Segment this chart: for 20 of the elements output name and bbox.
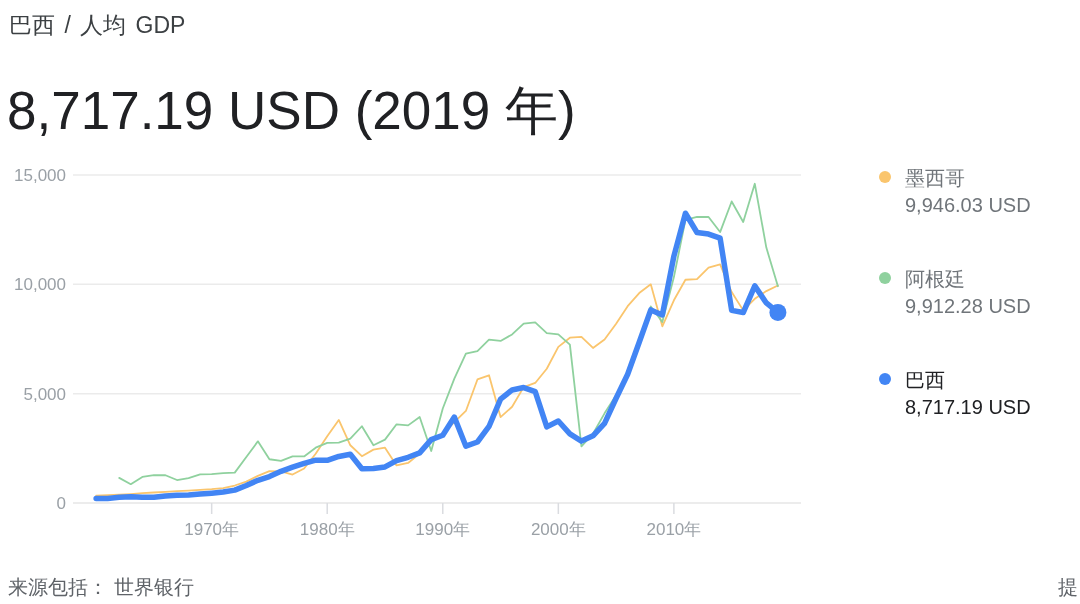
- text: 9,946.03 USD: [905, 194, 1031, 216]
- x-tick-label: 1980年: [299, 520, 355, 539]
- legend-label: 阿根廷: [905, 268, 965, 290]
- line-series: [95, 263, 779, 497]
- x-tick-label: 2000年: [530, 520, 586, 539]
- chart-subtitle: 8,717.19 USD (2019 年): [7, 81, 576, 140]
- x-tick-label: 2010年: [646, 520, 702, 539]
- y-tick-label: 0: [56, 494, 66, 513]
- legend-label: 墨西哥: [905, 167, 965, 189]
- chart-title: 巴西 / 人均 GDP: [9, 12, 186, 38]
- text: 8,717.19 USD: [905, 396, 1031, 418]
- text: 来源包括： 世界银行: [8, 576, 194, 598]
- text: 9,912.28 USD: [905, 295, 1031, 317]
- x-tick-label: 1990年: [415, 520, 471, 539]
- y-tick-label: 10,000: [14, 275, 66, 295]
- y-tick-label: 5,000: [23, 384, 66, 404]
- y-tick-label: 15,000: [14, 166, 66, 185]
- x-tick-label: 1970年: [184, 520, 240, 539]
- legend-label: 巴西: [905, 369, 945, 391]
- text: 提: [1058, 576, 1078, 598]
